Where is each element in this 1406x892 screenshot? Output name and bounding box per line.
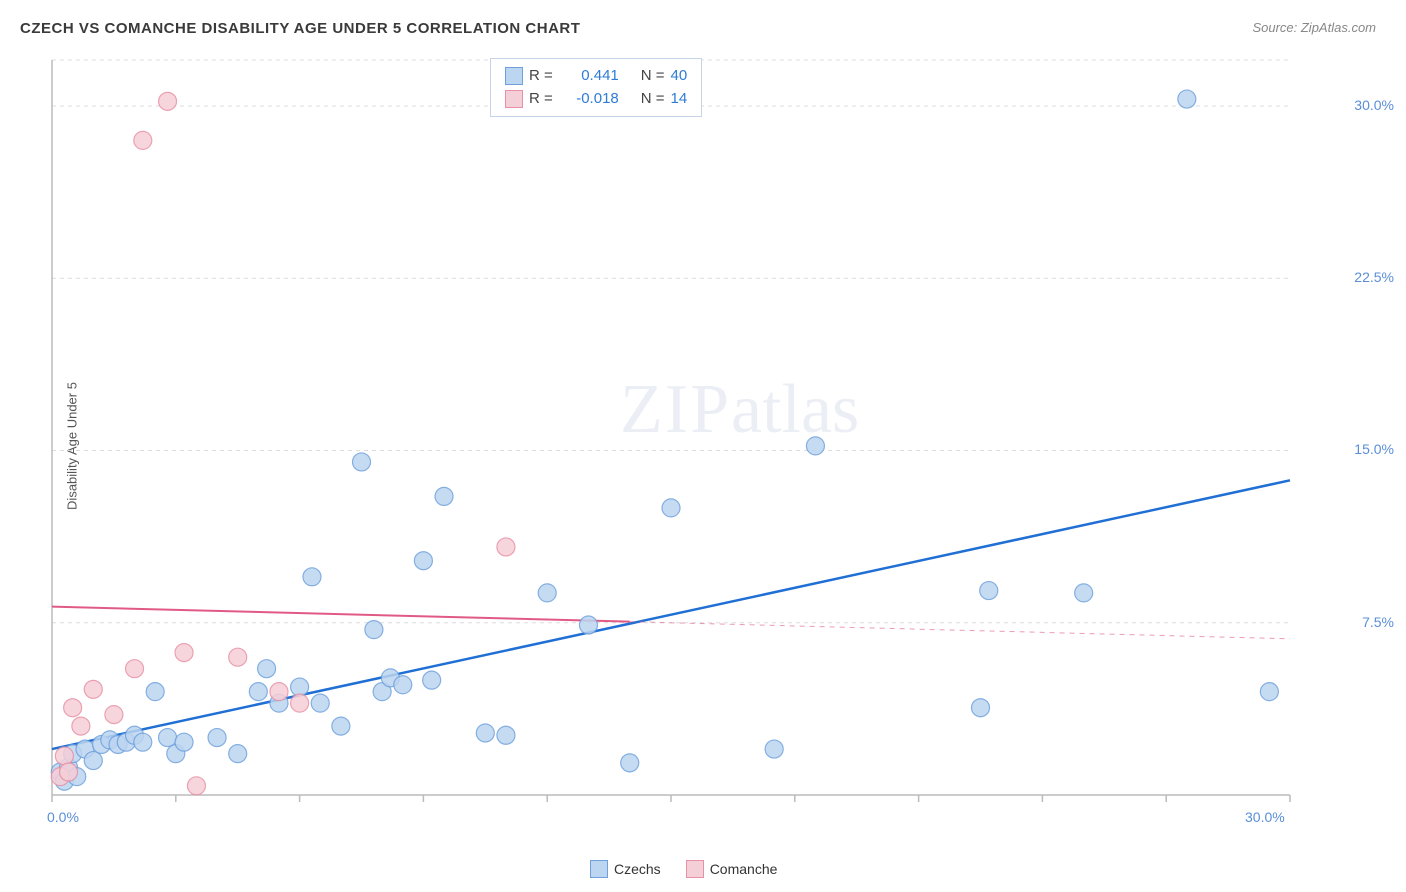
legend-item: Czechs <box>590 860 661 878</box>
n-value: 40 <box>671 65 688 88</box>
x-tick-label: 0.0% <box>47 809 79 825</box>
legend-item: Comanche <box>686 860 778 878</box>
legend-label: Czechs <box>614 861 661 877</box>
stats-row: R = -0.018 N = 14 <box>505 88 687 111</box>
stats-row: R = 0.441 N = 40 <box>505 65 687 88</box>
r-value: -0.018 <box>559 88 619 111</box>
series-swatch <box>505 90 523 108</box>
y-tick-label: 22.5% <box>1354 269 1394 285</box>
y-tick-label: 15.0% <box>1354 441 1394 457</box>
legend-swatch <box>686 860 704 878</box>
y-tick-label: 30.0% <box>1354 97 1394 113</box>
source-label: Source: ZipAtlas.com <box>1252 20 1376 35</box>
n-label: N = <box>641 88 665 111</box>
y-tick-label: 7.5% <box>1362 614 1394 630</box>
r-label: R = <box>529 88 553 111</box>
bottom-legend: Czechs Comanche <box>590 860 777 878</box>
n-value: 14 <box>671 88 688 111</box>
r-label: R = <box>529 65 553 88</box>
x-tick-label: 30.0% <box>1245 809 1285 825</box>
legend-label: Comanche <box>710 861 778 877</box>
n-label: N = <box>641 65 665 88</box>
chart-container: CZECH VS COMANCHE DISABILITY AGE UNDER 5… <box>0 0 1406 892</box>
plot-area <box>50 55 1350 825</box>
r-value: 0.441 <box>559 65 619 88</box>
scatter-svg <box>50 55 1350 825</box>
legend-swatch <box>590 860 608 878</box>
stats-legend-box: R = 0.441 N = 40 R = -0.018 N = 14 <box>490 58 702 117</box>
series-swatch <box>505 67 523 85</box>
chart-title: CZECH VS COMANCHE DISABILITY AGE UNDER 5… <box>20 20 580 37</box>
